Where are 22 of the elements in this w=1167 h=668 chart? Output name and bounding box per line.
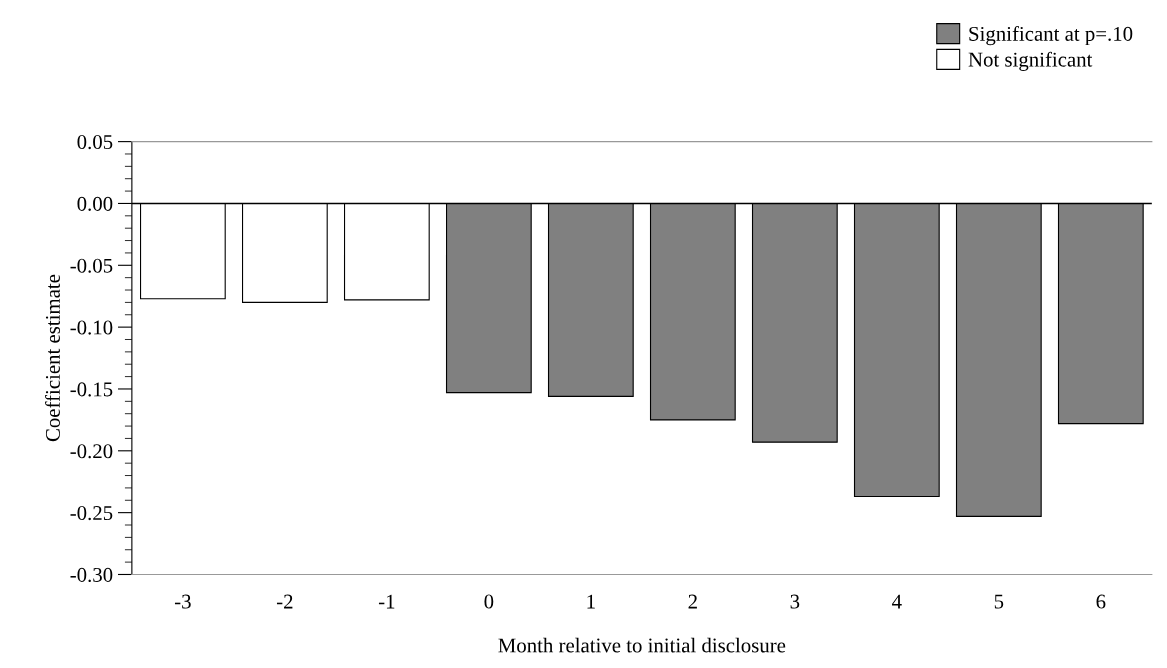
x-tick-label: 3: [790, 594, 800, 609]
x-tick-label: 2: [688, 594, 697, 609]
legend-label: Not significant: [968, 51, 1093, 71]
x-tick-label: 4: [892, 594, 902, 609]
x-tick-label: 0: [484, 594, 494, 609]
y-tick-label: -0.20: [70, 444, 113, 459]
y-tick-label: 0.05: [77, 134, 113, 150]
y-tick-label: -0.05: [70, 258, 113, 273]
legend-label: Significant at p=.10: [969, 26, 1133, 46]
y-tick-label: -0.30: [70, 567, 113, 582]
y-tick-label: -0.10: [70, 320, 113, 335]
x-tick-label: -1: [378, 594, 395, 609]
x-tick-label: -2: [276, 594, 293, 609]
x-tick-label: 6: [1096, 594, 1106, 609]
x-tick-label: 5: [994, 594, 1004, 609]
y-tick-label: -0.25: [70, 506, 113, 521]
x-tick-label: -3: [174, 594, 191, 609]
y-tick-label: 0.00: [77, 196, 113, 211]
y-tick-label: -0.15: [70, 382, 113, 397]
y-axis-title: Coefficient estimate: [45, 274, 60, 442]
x-tick-label: 1: [587, 594, 595, 609]
x-axis-title: Month relative to initial disclosure: [498, 637, 786, 653]
